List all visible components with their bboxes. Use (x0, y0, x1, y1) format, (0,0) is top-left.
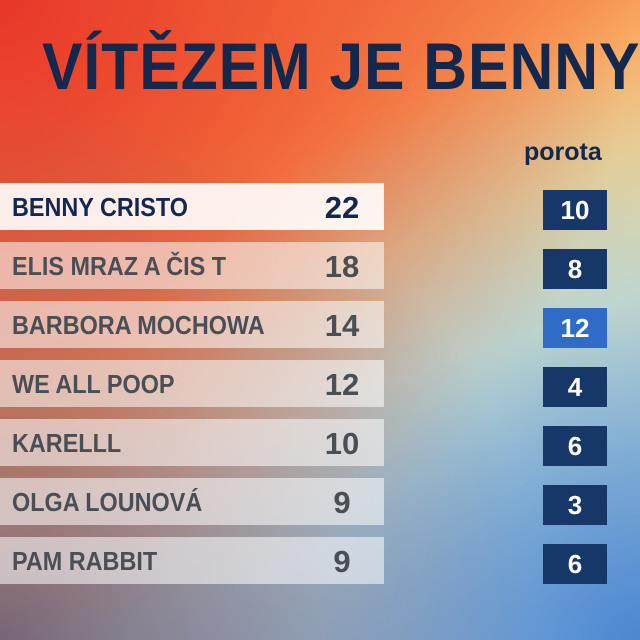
jury-points: 12 (543, 308, 607, 348)
total-points: 22 (324, 190, 360, 225)
contestant-name: KARELLL (12, 428, 122, 458)
total-points: 9 (333, 485, 351, 520)
result-row: OLGA LOUNOVÁ 9 (0, 478, 384, 525)
jury-column-header: porota (524, 138, 602, 166)
jury-points: 8 (543, 249, 607, 289)
jury-points: 3 (543, 485, 607, 525)
contestant-name: OLGA LOUNOVÁ (12, 487, 203, 517)
contestant-name: ELIS MRAZ A ČIS T (12, 251, 227, 281)
result-row: ELIS MRAZ A ČIS T 18 (0, 242, 384, 289)
total-points: 14 (324, 308, 360, 343)
page-title: VÍTĚZEM JE BENNY (42, 29, 640, 103)
total-points: 10 (324, 426, 360, 461)
total-points: 9 (333, 544, 351, 579)
jury-points: 10 (543, 190, 607, 230)
result-row: BENNY CRISTO 22 (0, 183, 384, 230)
jury-points: 6 (543, 544, 607, 584)
contestant-name: BENNY CRISTO (12, 192, 188, 222)
contestant-name: WE ALL POOP (12, 369, 175, 399)
result-row: KARELLL 10 (0, 419, 384, 466)
result-row: PAM RABBIT 9 (0, 537, 384, 584)
total-points: 12 (324, 367, 360, 402)
jury-points: 6 (543, 426, 607, 466)
contestant-name: PAM RABBIT (12, 546, 158, 576)
total-points: 18 (324, 249, 360, 284)
result-row: BARBORA MOCHOWA 14 (0, 301, 384, 348)
jury-points: 4 (543, 367, 607, 407)
contestant-name: BARBORA MOCHOWA (12, 310, 265, 340)
result-row: WE ALL POOP 12 (0, 360, 384, 407)
